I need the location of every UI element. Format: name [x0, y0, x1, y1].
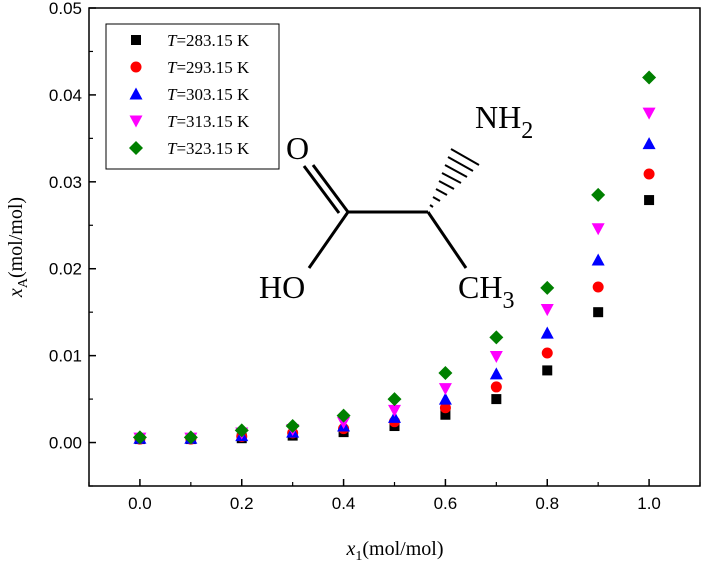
legend-label-4: T=323.15 K: [167, 139, 250, 158]
y-tick-label: 0.05: [49, 0, 82, 18]
legend-label-1: T=293.15 K: [167, 58, 250, 77]
data-point-3-5: [388, 404, 401, 417]
data-point-0-10: [644, 195, 655, 206]
ho-label: HO: [259, 269, 305, 305]
data-point-4-9: [591, 187, 606, 202]
x-axis-ticks: 0.0 0.2 0.4 0.6 0.8 1.0: [88, 479, 701, 513]
alanine-structure: [302, 148, 480, 269]
data-point-4-5: [387, 392, 402, 407]
legend-marker-1: [130, 61, 142, 73]
y-tick-label: 0.00: [49, 434, 82, 453]
x-tick-label: 0.0: [128, 494, 152, 513]
data-point-3-4: [337, 417, 351, 430]
data-point-4-0: [132, 430, 147, 445]
x-tick-label: 0.4: [332, 494, 356, 513]
y-axis-ticks: 0.00 0.01 0.02 0.03 0.04 0.05: [49, 0, 96, 487]
x-tick-label: 1.0: [637, 494, 661, 513]
data-point-3-10: [642, 107, 656, 120]
data-point-0-9: [593, 307, 604, 318]
data-point-0-8: [542, 365, 553, 376]
data-point-3-7: [489, 350, 503, 364]
data-point-1-6: [439, 402, 451, 414]
data-point-4-1: [183, 430, 198, 445]
bond-c1-o-double-b: [302, 165, 341, 214]
x-axis-unit: (mol/mol): [362, 538, 443, 560]
y-axis-sub: A: [16, 277, 31, 288]
y-tick-label: 0.03: [49, 173, 82, 192]
data-point-2-7: [489, 367, 503, 380]
legend-marker-0: [131, 35, 141, 45]
x-tick-label: 0.2: [230, 494, 254, 513]
data-point-0-6: [440, 409, 451, 420]
x-tick-label: 0.6: [434, 494, 458, 513]
legend: T=283.15 K T=293.15 K T=303.15 K T=313.15 K…: [105, 23, 280, 170]
data-point-3-6: [438, 383, 452, 396]
y-axis-unit: (mol/mol): [5, 197, 27, 278]
x-axis-title: x1(mol/mol): [346, 538, 444, 562]
legend-items: T=283.15 K T=293.15 K T=303.15 K T=313.15 K…: [129, 31, 250, 158]
legend-marker-3: [129, 115, 143, 128]
bond-c1-oh: [307, 211, 350, 269]
y-tick-label: 0.02: [49, 260, 82, 279]
data-markers: [132, 70, 657, 445]
bond-c1-o-double-a: [311, 164, 350, 213]
data-point-2-10: [642, 137, 656, 150]
ch3-label: CH3: [458, 269, 514, 314]
data-point-3-9: [591, 223, 605, 236]
y-tick-label: 0.04: [49, 86, 82, 105]
legend-marker-4: [129, 141, 143, 155]
data-point-4-10: [642, 70, 657, 85]
nh2-label: NH2: [475, 99, 533, 144]
data-point-3-8: [540, 304, 554, 317]
x-axis-sub: 1: [355, 549, 362, 562]
x-tick-label: 0.8: [535, 494, 559, 513]
data-point-4-4: [336, 408, 351, 423]
data-point-2-6: [438, 392, 452, 405]
y-axis-title: xA(mol/mol): [5, 197, 31, 298]
data-point-0-7: [491, 394, 502, 405]
data-point-1-7: [490, 381, 502, 393]
data-point-2-8: [540, 326, 554, 339]
legend-label-0: T=283.15 K: [167, 31, 250, 50]
data-point-4-2: [234, 423, 249, 438]
data-point-1-8: [541, 347, 553, 359]
data-point-1-9: [592, 281, 604, 293]
y-tick-label: 0.01: [49, 347, 82, 366]
legend-marker-2: [129, 87, 143, 100]
data-point-1-10: [643, 168, 655, 180]
data-point-4-8: [540, 280, 555, 295]
data-point-2-9: [591, 253, 605, 266]
legend-label-2: T=303.15 K: [167, 85, 250, 104]
data-point-4-6: [438, 366, 453, 381]
legend-label-3: T=313.15 K: [167, 112, 250, 131]
bond-c2-ch3: [426, 211, 468, 269]
hashed-wedge-bond: [429, 148, 480, 208]
x-axis-var: x: [346, 538, 356, 560]
o-label: O: [286, 130, 309, 166]
data-point-4-3: [285, 419, 300, 434]
data-point-4-7: [489, 330, 504, 345]
y-axis-var: x: [5, 288, 27, 298]
